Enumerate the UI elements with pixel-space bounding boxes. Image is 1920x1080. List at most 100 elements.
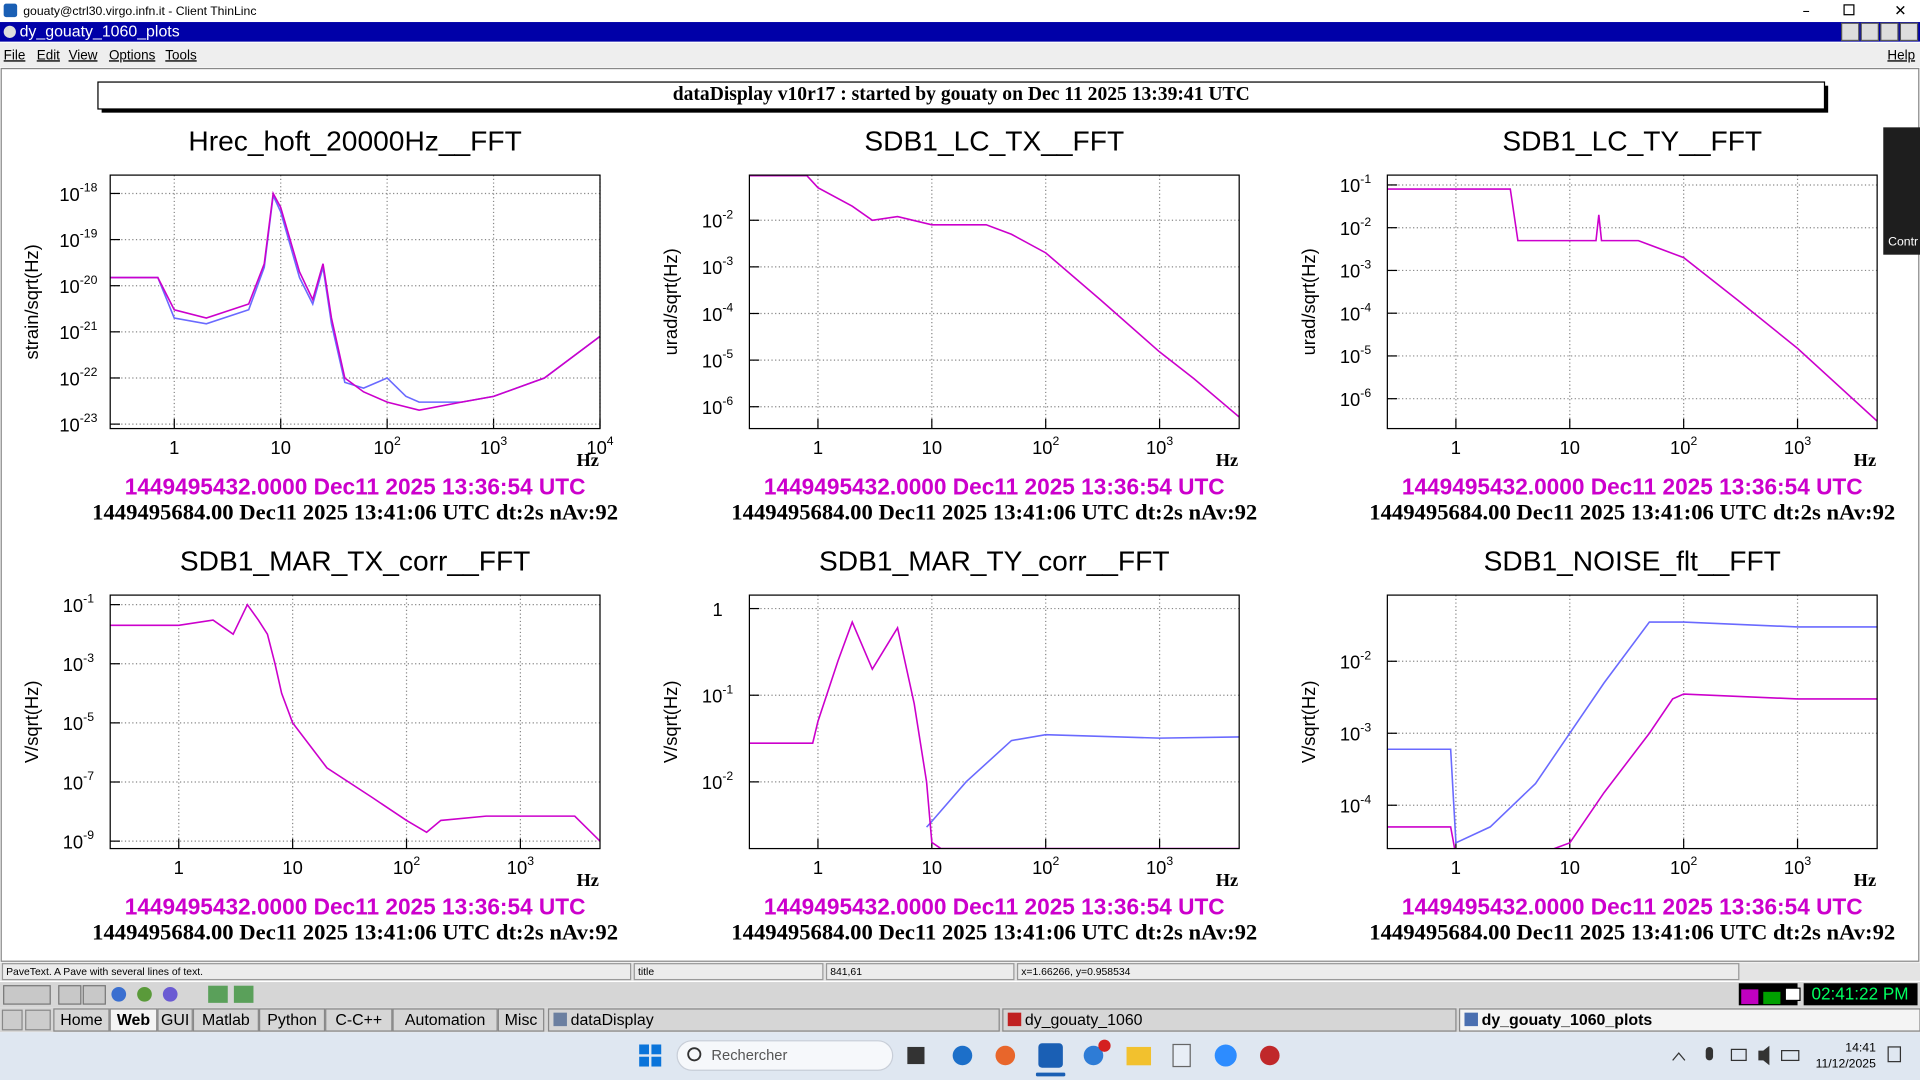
- task-button[interactable]: [1002, 1008, 1457, 1032]
- launcher-button[interactable]: [157, 1008, 193, 1032]
- tick-exponent: -5: [83, 710, 94, 724]
- task-button[interactable]: [1458, 1008, 1920, 1032]
- notifications[interactable]: [1887, 1046, 1902, 1063]
- menu-item[interactable]: View: [69, 47, 98, 62]
- x-axis-label: Hz: [577, 450, 599, 470]
- time-start: 1449495432.0000 Dec11 2025 13:36:54 UTC: [125, 894, 586, 920]
- mail-icon[interactable]: [1784, 987, 1801, 1002]
- panel-icon[interactable]: [162, 986, 178, 1002]
- search-placeholder: Rechercher: [711, 1048, 787, 1064]
- tick-exponent: 2: [413, 854, 420, 868]
- launcher-button[interactable]: [258, 1008, 326, 1032]
- x-axis-label: Hz: [1854, 870, 1876, 890]
- tick-exponent: -22: [80, 365, 98, 379]
- launcher-button[interactable]: [192, 1008, 259, 1032]
- clock-box: [1803, 983, 1918, 1006]
- tick-exponent: -18: [80, 181, 98, 195]
- x-tick-label: 10: [282, 857, 302, 878]
- app-button[interactable]: [1841, 22, 1860, 42]
- time-start: 1449495432.0000 Dec11 2025 13:36:54 UTC: [764, 894, 1225, 920]
- panel-slot[interactable]: [82, 985, 106, 1005]
- minimize-button[interactable]: –: [1802, 3, 1809, 20]
- active-indicator: [1035, 1072, 1066, 1077]
- launcher-button[interactable]: [53, 1008, 110, 1032]
- launcher-button[interactable]: [25, 1009, 51, 1031]
- app-button[interactable]: [1860, 22, 1879, 42]
- tick-exponent: -3: [1360, 721, 1371, 735]
- menu-item[interactable]: Options: [109, 47, 156, 62]
- panel-icon[interactable]: [208, 985, 228, 1003]
- taskbar-app[interactable]: [1083, 1045, 1104, 1066]
- launcher-label: Python: [267, 1012, 317, 1029]
- menu: File Edit View Options Tools: [4, 47, 197, 62]
- taskbar-app[interactable]: [1214, 1044, 1237, 1067]
- x-axis-label: Hz: [1216, 870, 1238, 890]
- search-box[interactable]: [676, 1040, 894, 1071]
- tick-exponent: -2: [722, 769, 733, 783]
- header-text: dataDisplay v10r17 : started by gouaty o…: [673, 84, 1250, 105]
- app-button[interactable]: [1880, 22, 1899, 42]
- tick-exponent: -2: [1360, 215, 1371, 229]
- tray-mic[interactable]: [1705, 1046, 1714, 1061]
- taskbar-app[interactable]: [1126, 1046, 1152, 1066]
- menu-help[interactable]: Help: [1887, 47, 1915, 62]
- spectrum-line: [1387, 693, 1878, 849]
- launcher-button[interactable]: [1, 1009, 23, 1031]
- tick-exponent: 3: [1804, 434, 1811, 448]
- launcher-label: GUI: [161, 1012, 189, 1029]
- side-tab[interactable]: [1883, 127, 1920, 255]
- tick-exponent: -21: [80, 319, 98, 333]
- panel-slot[interactable]: [58, 985, 82, 1005]
- plot-title: Hrec_hoft_20000Hz__FFT: [188, 126, 521, 157]
- spectrum-line: [925, 733, 1240, 828]
- x-axis-label: Hz: [1216, 450, 1238, 470]
- tick-exponent: -5: [722, 347, 733, 361]
- tray-battery[interactable]: [1781, 1050, 1800, 1062]
- launcher-button[interactable]: [325, 1008, 393, 1032]
- taskbar-app[interactable]: [907, 1046, 925, 1065]
- x-tick-label: 1: [813, 437, 823, 458]
- menu-item[interactable]: Tools: [165, 47, 197, 62]
- app-title-bar: [0, 22, 1920, 42]
- x-tick-label: 10: [270, 437, 290, 458]
- tick-exponent: 3: [1166, 434, 1173, 448]
- tick-exponent: 2: [1690, 854, 1697, 868]
- menu-item[interactable]: File: [4, 47, 26, 62]
- tray-network[interactable]: [1730, 1048, 1747, 1062]
- panel-icon[interactable]: [137, 986, 152, 1002]
- maximize-button[interactable]: [1843, 4, 1855, 16]
- tick-exponent: 2: [1690, 434, 1697, 448]
- taskbar-app[interactable]: [995, 1045, 1016, 1066]
- launcher-button[interactable]: [109, 1008, 158, 1032]
- panel-icon[interactable]: [233, 985, 254, 1003]
- status-text: 841,61: [830, 967, 862, 978]
- y-axis-label: urad/sqrt(Hz): [660, 248, 681, 355]
- plot-frame: [109, 174, 601, 430]
- launcher-button[interactable]: [392, 1008, 498, 1032]
- panel-logo[interactable]: [3, 985, 51, 1005]
- launcher-button[interactable]: [497, 1008, 545, 1032]
- taskbar-app[interactable]: [952, 1045, 973, 1066]
- mem-graph: [1763, 991, 1781, 1005]
- app-title: dy_gouaty_1060_plots: [20, 24, 180, 41]
- panel: [0, 982, 1920, 1008]
- taskbar-app[interactable]: [1172, 1043, 1191, 1068]
- app-button[interactable]: [1899, 22, 1919, 42]
- close-button[interactable]: ✕: [1894, 3, 1906, 20]
- plot-frame: [109, 594, 601, 850]
- y-tick-label: 1: [712, 599, 722, 620]
- task-button[interactable]: [547, 1008, 1000, 1032]
- task-label: dy_gouaty_1060_plots: [1482, 1012, 1653, 1029]
- tray-chevron[interactable]: [1672, 1052, 1686, 1061]
- cpu-graph: [1741, 989, 1759, 1005]
- taskbar-app[interactable]: [1260, 1045, 1280, 1066]
- start-button[interactable]: [639, 1044, 662, 1067]
- taskbar-app[interactable]: [1038, 1043, 1063, 1068]
- panel-icon[interactable]: [111, 986, 127, 1002]
- tick-exponent: 3: [1166, 854, 1173, 868]
- time-end: 1449495684.00 Dec11 2025 13:41:06 UTC dt…: [731, 919, 1257, 944]
- menu-item[interactable]: Edit: [37, 47, 60, 62]
